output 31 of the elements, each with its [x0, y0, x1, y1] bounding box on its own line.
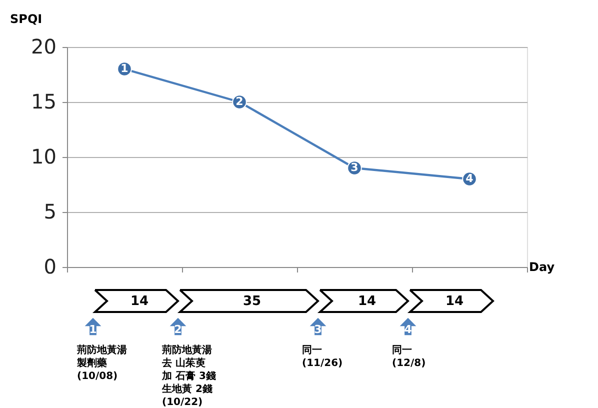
annotation: 4: [466, 172, 474, 185]
annotation: 2: [236, 95, 244, 108]
text: 35: [242, 294, 262, 309]
text: (12/8): [392, 358, 426, 369]
y-tick-label: 5: [44, 200, 56, 224]
text: 製劑藥: [76, 357, 107, 369]
y-tick-label: 0: [44, 254, 56, 278]
text: 4: [404, 323, 412, 336]
y-axis-title: SPQI: [10, 12, 42, 26]
y-tick-label: 10: [31, 144, 56, 168]
text: (10/08): [77, 371, 118, 382]
text: (11/26): [302, 358, 343, 369]
text: 14: [445, 294, 464, 309]
annotation: 3: [350, 161, 358, 174]
text: 生地黃 2錢: [161, 383, 212, 395]
text: 去 山茱萸: [161, 357, 206, 369]
text: 加 石膏 3錢: [161, 370, 216, 382]
text: 2: [174, 323, 182, 336]
text: 同一: [302, 345, 322, 356]
text: 荊防地黃湯: [76, 344, 127, 356]
text: 1: [89, 323, 97, 336]
y-tick-label: 15: [31, 90, 56, 114]
text: 同一: [392, 345, 412, 356]
annotation: 1: [120, 62, 128, 75]
y-tick-label: 20: [31, 34, 56, 58]
text: 14: [130, 294, 149, 309]
text: 荊防地黃湯: [161, 344, 212, 356]
text: 14: [358, 294, 376, 309]
text: 3: [314, 323, 322, 336]
text: (10/22): [162, 397, 203, 408]
x-axis-title: Day: [529, 260, 555, 274]
